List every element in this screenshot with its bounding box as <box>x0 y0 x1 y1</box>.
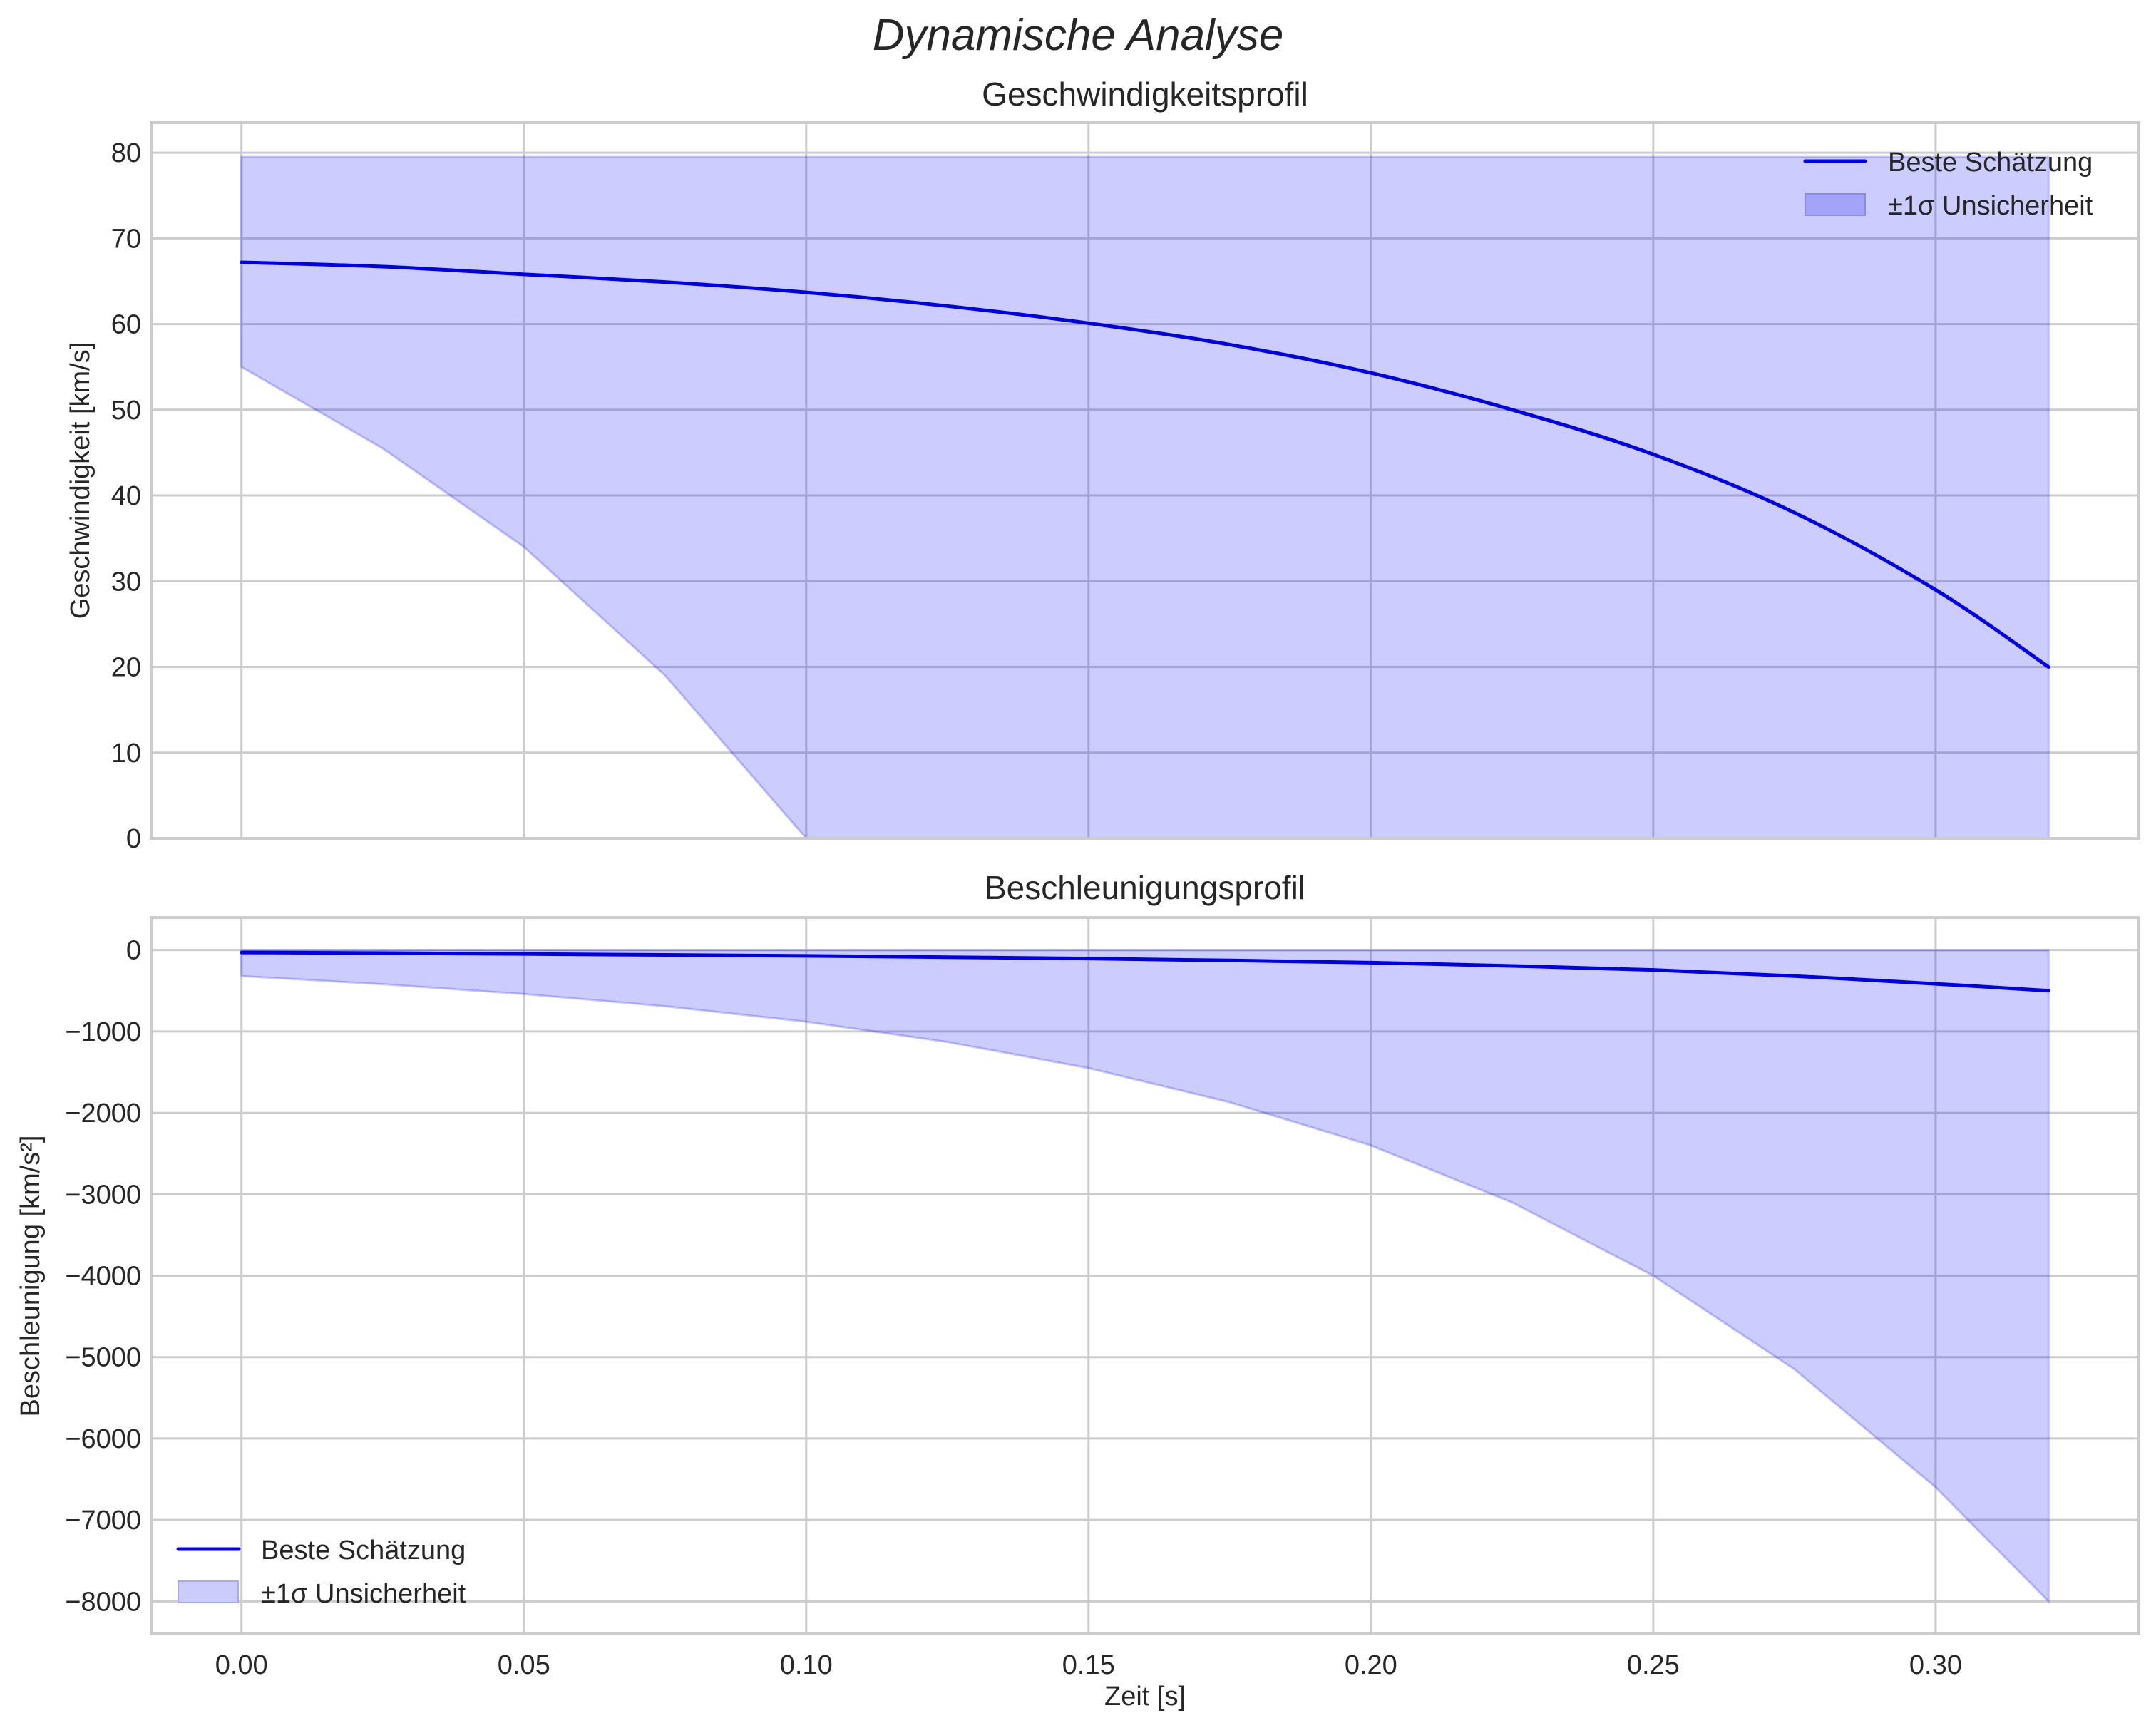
acceleration-uncertainty-band <box>240 949 2050 1604</box>
svg-text:50: 50 <box>111 396 141 426</box>
svg-text:−8000: −8000 <box>65 1587 141 1617</box>
svg-text:−2000: −2000 <box>65 1099 141 1128</box>
x-axis-label: Zeit [s] <box>1104 1682 1186 1712</box>
svg-text:30: 30 <box>111 567 141 597</box>
svg-text:0.00: 0.00 <box>215 1650 268 1680</box>
acceleration-y-axis-label: Beschleunigung [km/s²] <box>16 1136 46 1417</box>
acceleration-grid <box>151 917 2139 1634</box>
svg-text:0.05: 0.05 <box>498 1650 550 1680</box>
acceleration-axes-frame <box>150 916 2140 1635</box>
figure-suptitle: Dynamische Analyse <box>873 11 1284 60</box>
legend-label-uncertainty: ±1σ Unsicherheit <box>261 1579 466 1609</box>
velocity-panel: Geschwindigkeitsprofil 0 10 20 30 40 50 60 70 80… <box>66 76 2140 854</box>
svg-text:0: 0 <box>126 936 141 966</box>
velocity-best-estimate-line <box>240 260 2050 669</box>
svg-text:0.30: 0.30 <box>1909 1650 1962 1680</box>
acceleration-panel: Beschleunigungsprofil 0 −1000 −2000 −3000 −4… <box>16 869 2140 1712</box>
svg-text:−6000: −6000 <box>65 1424 141 1454</box>
velocity-uncertainty-band <box>240 155 2050 838</box>
acceleration-panel-title: Beschleunigungsprofil <box>985 869 1305 906</box>
velocity-y-axis-label: Geschwindigkeit [km/s] <box>66 342 96 619</box>
svg-text:−3000: −3000 <box>65 1180 141 1210</box>
svg-text:0.20: 0.20 <box>1345 1650 1397 1680</box>
legend-band-swatch <box>1805 193 1866 216</box>
legend-label-best-estimate: Beste Schätzung <box>1888 148 2093 178</box>
svg-text:80: 80 <box>111 138 141 168</box>
svg-text:−1000: −1000 <box>65 1017 141 1047</box>
svg-text:0.25: 0.25 <box>1627 1650 1680 1680</box>
velocity-y-ticks: 0 10 20 30 40 50 60 70 80 <box>111 138 141 854</box>
svg-text:70: 70 <box>111 224 141 254</box>
svg-text:20: 20 <box>111 653 141 683</box>
acceleration-legend: Beste Schätzung ±1σ Unsicherheit <box>176 1536 466 1609</box>
svg-text:0.10: 0.10 <box>780 1650 833 1680</box>
svg-text:10: 10 <box>111 739 141 768</box>
x-ticks: 0.00 0.05 0.10 0.15 0.20 0.25 0.30 <box>215 1650 1962 1680</box>
svg-text:−4000: −4000 <box>65 1262 141 1292</box>
velocity-legend: Beste Schätzung ±1σ Unsicherheit <box>1803 148 2093 221</box>
svg-text:0.15: 0.15 <box>1062 1650 1115 1680</box>
legend-label-best-estimate: Beste Schätzung <box>261 1536 466 1565</box>
svg-text:60: 60 <box>111 310 141 340</box>
legend-band-swatch <box>178 1580 239 1603</box>
acceleration-y-ticks: 0 −1000 −2000 −3000 −4000 −5000 −6000 −7000 −800… <box>65 936 141 1618</box>
acceleration-best-estimate-line <box>240 950 2050 993</box>
velocity-axes-frame <box>150 121 2140 840</box>
velocity-panel-title: Geschwindigkeitsprofil <box>982 76 1308 113</box>
svg-text:40: 40 <box>111 481 141 511</box>
svg-text:0: 0 <box>126 824 141 854</box>
svg-text:−5000: −5000 <box>65 1343 141 1373</box>
svg-text:−7000: −7000 <box>65 1506 141 1536</box>
legend-label-uncertainty: ±1σ Unsicherheit <box>1888 191 2093 221</box>
